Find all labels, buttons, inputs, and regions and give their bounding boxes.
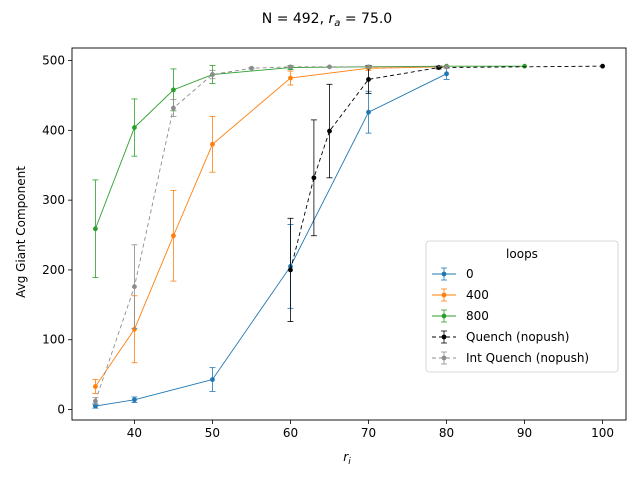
legend: loops 0 400 800 Quench (nopush) Int Quench (n… (425, 240, 619, 373)
y-tick-label: 300 (42, 193, 65, 207)
legend-item: Int Quench (nopush) (432, 351, 589, 365)
data-point (93, 384, 98, 389)
x-tick-label: 80 (439, 426, 454, 440)
legend-item: 800 (432, 309, 489, 323)
data-point (93, 226, 98, 232)
data-point (366, 77, 371, 82)
data-point (600, 63, 605, 69)
data-point (171, 87, 176, 93)
data-point (436, 65, 442, 70)
legend-marker (441, 292, 447, 298)
y-tick-label: 400 (42, 123, 65, 137)
data-point (249, 65, 254, 71)
data-point (210, 72, 215, 77)
data-point (171, 233, 176, 239)
data-point (366, 64, 371, 70)
data-point (327, 64, 332, 70)
data-point (288, 75, 293, 81)
axes: 40 50 60 70 80 90 100 0 100 200 300 400 500 (42, 47, 627, 440)
data-point (366, 109, 371, 115)
legend-box (425, 240, 619, 373)
legend-label: Int Quench (nopush) (466, 351, 589, 365)
legend-marker (441, 271, 447, 277)
legend-marker (441, 355, 447, 361)
data-point (210, 141, 215, 147)
plot-area (92, 63, 605, 409)
data-point (444, 71, 449, 77)
legend-marker (441, 313, 447, 319)
legend-marker (441, 334, 447, 340)
legend-label: 0 (466, 267, 474, 281)
series-line (95, 73, 447, 407)
legend-label: Quench (nopush) (466, 330, 569, 344)
data-point (444, 64, 449, 70)
x-tick-label: 90 (517, 426, 532, 440)
y-tick-label: 0 (57, 403, 65, 417)
data-point (132, 397, 137, 403)
x-tick-label: 50 (205, 426, 220, 440)
data-point (171, 105, 176, 111)
data-point (132, 125, 137, 130)
y-axis-label: Avg Giant Component (14, 166, 28, 298)
legend-label: 800 (466, 309, 489, 323)
data-point (522, 63, 527, 69)
legend-item: 0 (432, 267, 474, 281)
y-tick-label: 200 (42, 263, 65, 277)
x-tick-label: 40 (127, 426, 142, 440)
axes-frame (71, 47, 627, 421)
x-tick-label: 100 (591, 426, 614, 440)
chart-title: N = 492, ra = 75.0 (262, 11, 392, 29)
legend-title: loops (506, 247, 538, 261)
legend-item: Quench (nopush) (432, 330, 569, 344)
x-tick-label: 70 (361, 426, 376, 440)
x-tick-label: 60 (283, 426, 298, 440)
y-tick-label: 500 (42, 54, 65, 68)
series-3 (287, 63, 605, 322)
data-point (288, 64, 293, 70)
y-tick-label: 100 (42, 333, 65, 347)
data-point (93, 398, 98, 404)
legend-item: 400 (432, 288, 489, 302)
data-point (327, 128, 332, 134)
data-point (132, 284, 137, 290)
data-point (288, 267, 293, 273)
data-point (311, 175, 317, 181)
data-point (210, 377, 215, 382)
series-line (94, 65, 525, 229)
data-point (132, 326, 137, 332)
series-line (290, 65, 603, 271)
series-4 (92, 64, 449, 406)
x-axis-label: ri (343, 450, 351, 467)
legend-label: 400 (466, 288, 489, 302)
